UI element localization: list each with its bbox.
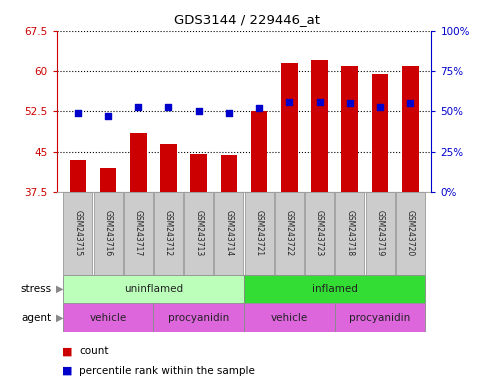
Point bbox=[346, 100, 354, 106]
Text: stress: stress bbox=[21, 284, 52, 294]
Point bbox=[255, 105, 263, 111]
Bar bbox=[365, 192, 394, 275]
Point bbox=[74, 110, 82, 116]
Text: GDS3144 / 229446_at: GDS3144 / 229446_at bbox=[174, 13, 319, 26]
Bar bbox=[244, 303, 335, 332]
Text: GSM243715: GSM243715 bbox=[73, 210, 82, 257]
Point bbox=[376, 103, 384, 109]
Point bbox=[104, 113, 112, 119]
Bar bbox=[160, 144, 177, 192]
Text: procyanidin: procyanidin bbox=[168, 313, 229, 323]
Bar bbox=[245, 192, 274, 275]
Bar bbox=[154, 192, 183, 275]
Text: count: count bbox=[79, 346, 108, 356]
Text: vehicle: vehicle bbox=[89, 313, 127, 323]
Text: GSM243722: GSM243722 bbox=[285, 210, 294, 257]
Text: percentile rank within the sample: percentile rank within the sample bbox=[79, 366, 255, 376]
Text: agent: agent bbox=[22, 313, 52, 323]
Text: GSM243716: GSM243716 bbox=[104, 210, 112, 257]
Text: GSM243712: GSM243712 bbox=[164, 210, 173, 257]
Bar bbox=[335, 303, 425, 332]
Bar bbox=[305, 192, 334, 275]
Text: GSM243721: GSM243721 bbox=[255, 210, 264, 257]
Text: GSM243720: GSM243720 bbox=[406, 210, 415, 257]
Bar bbox=[221, 156, 237, 192]
Text: GSM243718: GSM243718 bbox=[345, 210, 354, 257]
Bar bbox=[94, 192, 123, 275]
Point bbox=[316, 99, 323, 105]
Bar bbox=[402, 66, 419, 192]
Bar bbox=[70, 160, 86, 192]
Bar bbox=[63, 275, 244, 303]
Text: GSM243717: GSM243717 bbox=[134, 210, 143, 257]
Bar bbox=[281, 63, 298, 192]
Bar bbox=[214, 192, 244, 275]
Point bbox=[195, 108, 203, 114]
Bar bbox=[372, 74, 388, 192]
Bar bbox=[190, 154, 207, 192]
Bar bbox=[335, 192, 364, 275]
Bar bbox=[153, 303, 244, 332]
Bar bbox=[63, 303, 153, 332]
Bar bbox=[184, 192, 213, 275]
Text: ▶: ▶ bbox=[56, 284, 64, 294]
Bar bbox=[124, 192, 153, 275]
Bar bbox=[63, 192, 92, 275]
Text: GSM243714: GSM243714 bbox=[224, 210, 233, 257]
Bar bbox=[275, 192, 304, 275]
Point bbox=[134, 103, 142, 109]
Text: inflamed: inflamed bbox=[312, 284, 357, 294]
Bar bbox=[244, 275, 425, 303]
Text: GSM243723: GSM243723 bbox=[315, 210, 324, 257]
Bar bbox=[100, 168, 116, 192]
Bar bbox=[130, 133, 146, 192]
Text: procyanidin: procyanidin bbox=[350, 313, 411, 323]
Text: vehicle: vehicle bbox=[271, 313, 308, 323]
Text: GSM243719: GSM243719 bbox=[376, 210, 385, 257]
Bar bbox=[342, 66, 358, 192]
Point bbox=[165, 103, 173, 109]
Text: GSM243713: GSM243713 bbox=[194, 210, 203, 257]
Text: uninflamed: uninflamed bbox=[124, 284, 183, 294]
Text: ▶: ▶ bbox=[56, 313, 64, 323]
Bar bbox=[311, 60, 328, 192]
Point bbox=[285, 99, 293, 105]
Point bbox=[225, 110, 233, 116]
Point bbox=[406, 100, 414, 106]
Bar bbox=[396, 192, 425, 275]
Text: ■: ■ bbox=[62, 346, 72, 356]
Text: ■: ■ bbox=[62, 366, 72, 376]
Bar bbox=[251, 111, 267, 192]
